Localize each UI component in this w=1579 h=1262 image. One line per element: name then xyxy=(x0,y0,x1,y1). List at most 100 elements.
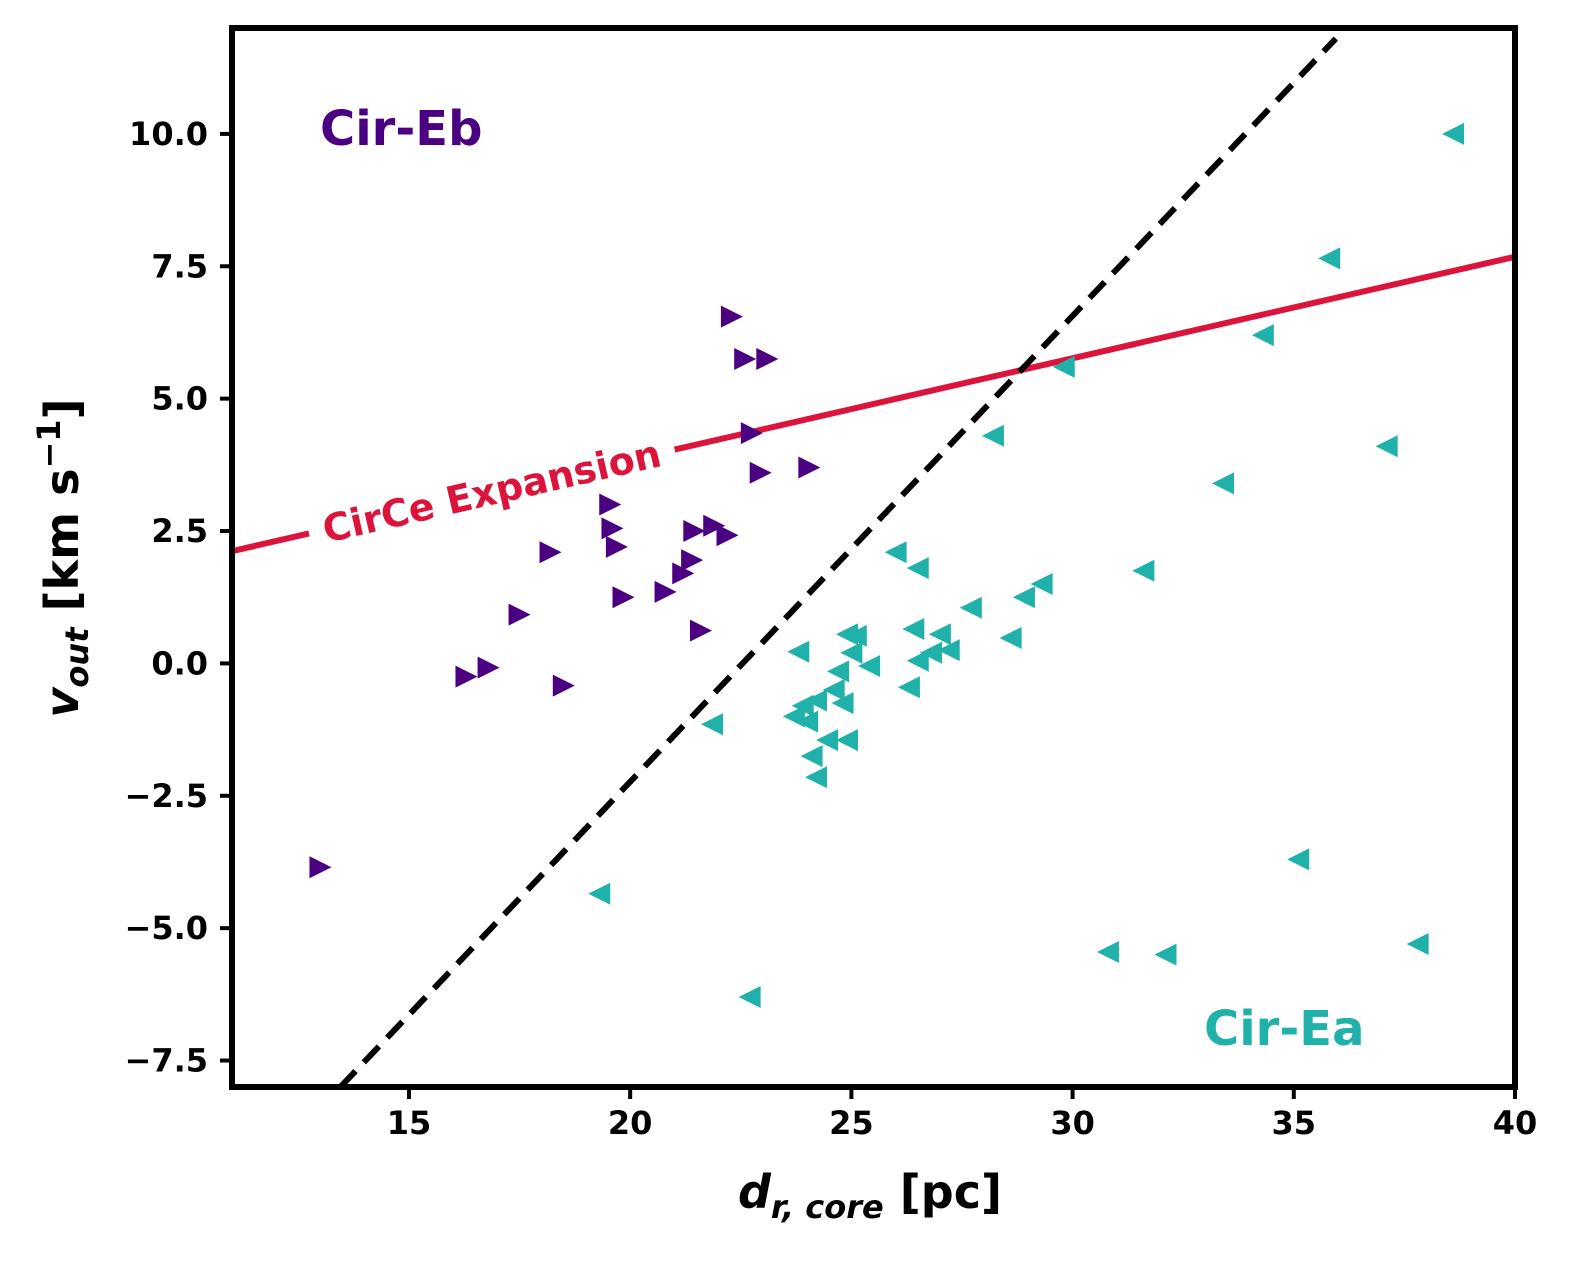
point-cir-eb-20 xyxy=(749,461,772,484)
point-cir-ea-14 xyxy=(902,617,925,640)
point-cir-ea-4 xyxy=(981,424,1004,447)
lines-layer xyxy=(232,36,1515,1087)
point-cir-ea-5 xyxy=(1375,435,1398,458)
point-cir-ea-29 xyxy=(791,694,814,717)
point-cir-ea-6 xyxy=(1212,472,1235,495)
point-cir-eb-11 xyxy=(672,562,695,585)
point-cir-ea-16 xyxy=(937,639,960,662)
y-axis-label-unit: [km s xyxy=(35,469,89,628)
point-cir-ea-11 xyxy=(906,557,929,580)
point-cir-ea-35 xyxy=(835,729,858,752)
y-axis-ticks: −7.5 −5.0 −2.5 0.0 2.5 5.0 7.5 10.0 xyxy=(125,115,232,1080)
annotation-cir-eb: Cir-Eb xyxy=(320,101,482,157)
point-cir-ea-33 xyxy=(800,745,823,768)
y-tick-label-5: 5.0 xyxy=(151,380,208,418)
point-cir-ea-42 xyxy=(1406,933,1429,956)
point-cir-eb-1 xyxy=(455,665,478,688)
point-cir-ea-9 xyxy=(1012,586,1035,609)
point-cir-ea-38 xyxy=(738,985,761,1008)
y-tick-label-1: −5.0 xyxy=(125,909,209,947)
point-cir-ea-21 xyxy=(835,623,858,646)
point-cir-ea-34 xyxy=(816,729,839,752)
points-layer xyxy=(309,122,1465,1008)
expansion-line-left xyxy=(232,530,310,555)
x-axis-label-sub: r, core xyxy=(771,1188,884,1226)
y-tick-label-6: 7.5 xyxy=(151,247,208,285)
y-axis-label: vout [km s−1] xyxy=(30,398,96,717)
x-tick-label-3: 30 xyxy=(1050,1104,1095,1142)
point-cir-ea-25 xyxy=(787,640,810,663)
point-cir-ea-7 xyxy=(1132,559,1155,582)
point-cir-ea-24 xyxy=(827,660,850,683)
y-tick-label-3: 0.0 xyxy=(151,644,208,682)
point-cir-eb-15 xyxy=(703,514,726,537)
y-axis-label-sub: out xyxy=(58,626,96,688)
expansion-line-label: CirCe Expansion xyxy=(318,431,665,551)
point-cir-eb-6 xyxy=(599,493,622,516)
point-cir-eb-22 xyxy=(798,456,821,479)
point-cir-eb-5 xyxy=(552,674,575,697)
x-tick-label-4: 35 xyxy=(1272,1104,1317,1142)
point-cir-ea-18 xyxy=(906,649,929,672)
point-cir-ea-17 xyxy=(920,641,943,664)
point-cir-eb-9 xyxy=(612,586,635,609)
y-axis-label-close: ] xyxy=(35,398,89,419)
point-cir-ea-31 xyxy=(796,710,819,733)
point-cir-eb-4 xyxy=(539,541,562,564)
x-tick-label-5: 40 xyxy=(1493,1104,1538,1142)
plot-area: CirCe Expansion xyxy=(232,36,1515,1087)
point-cir-ea-41 xyxy=(1287,848,1310,871)
series-cir-eb xyxy=(309,305,821,879)
point-cir-ea-40 xyxy=(1154,943,1177,966)
point-cir-ea-32 xyxy=(701,713,724,736)
point-cir-ea-39 xyxy=(1096,940,1119,963)
point-cir-eb-3 xyxy=(508,603,531,626)
point-cir-ea-23 xyxy=(858,655,881,678)
point-cir-ea-28 xyxy=(831,692,854,715)
point-cir-ea-1 xyxy=(1318,247,1341,270)
point-cir-ea-2 xyxy=(1251,324,1274,347)
x-axis-label: dr, core [pc] xyxy=(738,1165,1002,1226)
y-axis-label-sup: −1 xyxy=(30,419,68,468)
series-cir-ea xyxy=(588,122,1465,1008)
point-cir-ea-27 xyxy=(804,689,827,712)
point-cir-eb-13 xyxy=(683,520,706,543)
y-tick-label-0: −7.5 xyxy=(125,1042,209,1080)
point-cir-eb-21 xyxy=(756,347,779,370)
point-cir-eb-18 xyxy=(734,347,757,370)
expansion-line-right xyxy=(673,253,1515,453)
point-cir-ea-22 xyxy=(840,641,863,664)
point-cir-eb-19 xyxy=(740,422,763,445)
point-cir-eb-14 xyxy=(689,619,712,642)
y-tick-label-4: 2.5 xyxy=(151,512,208,550)
y-tick-label-2: −2.5 xyxy=(125,777,209,815)
x-tick-label-0: 15 xyxy=(387,1104,432,1142)
annotation-cir-ea: Cir-Ea xyxy=(1204,1001,1364,1057)
point-cir-ea-37 xyxy=(588,882,611,905)
x-axis-ticks: 15 20 25 30 35 40 xyxy=(387,1087,1538,1142)
line-label-layer: CirCe Expansion xyxy=(318,431,665,551)
point-cir-eb-17 xyxy=(720,305,743,328)
point-cir-eb-2 xyxy=(477,656,500,679)
point-cir-eb-16 xyxy=(716,524,739,547)
y-tick-label-7: 10.0 xyxy=(129,115,208,153)
x-tick-label-1: 20 xyxy=(608,1104,653,1142)
plot-frame xyxy=(229,25,1518,1090)
point-cir-ea-8 xyxy=(1030,572,1053,595)
point-cir-ea-19 xyxy=(897,676,920,699)
point-cir-eb-7 xyxy=(601,517,624,540)
point-cir-ea-26 xyxy=(822,678,845,701)
point-cir-eb-12 xyxy=(681,549,704,572)
point-cir-ea-10 xyxy=(884,541,907,564)
point-cir-ea-3 xyxy=(1052,355,1075,378)
point-cir-eb-10 xyxy=(654,580,677,603)
x-tick-label-2: 25 xyxy=(829,1104,874,1142)
point-cir-ea-13 xyxy=(999,626,1022,649)
x-axis-label-unit: [pc] xyxy=(884,1165,1002,1219)
point-cir-ea-0 xyxy=(1442,122,1465,145)
x-axis-label-main: d xyxy=(738,1165,772,1219)
point-cir-ea-15 xyxy=(928,623,951,646)
point-cir-eb-0 xyxy=(309,856,332,879)
point-cir-ea-12 xyxy=(959,596,982,619)
